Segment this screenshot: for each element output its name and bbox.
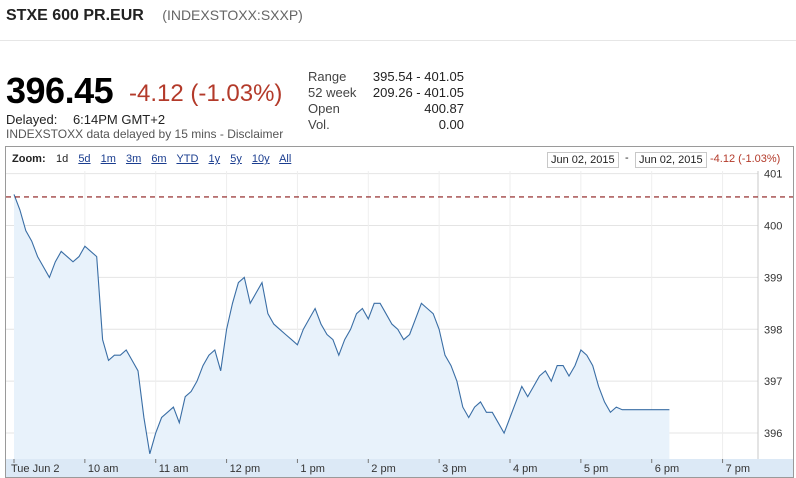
zoom-3m[interactable]: 3m: [125, 153, 142, 165]
date-separator: -: [625, 152, 629, 164]
stat-label: Range: [308, 69, 347, 84]
last-price: 396.45: [6, 70, 114, 111]
x-tick-label: 6 pm: [655, 463, 679, 475]
x-tick-label: 2 pm: [371, 463, 395, 475]
x-tick-label: 11 am: [159, 463, 189, 475]
price-change: -4.12 (-1.03%): [129, 80, 283, 107]
price-chart-panel: Zoom: 1d 5d 1m 3m 6m YTD 1y 5y 10y All J…: [5, 146, 794, 478]
zoom-all[interactable]: All: [279, 153, 292, 165]
x-tick-label: 12 pm: [230, 463, 261, 475]
y-tick-label: 400: [764, 220, 782, 232]
y-tick-label: 398: [764, 324, 782, 336]
stats-table: Range 395.54 - 401.05 52 week 209.26 - 4…: [308, 69, 464, 133]
zoom-label: Zoom:: [12, 153, 46, 165]
header-divider: [0, 40, 796, 41]
stat-row-52week: 52 week 209.26 - 401.05: [308, 85, 464, 101]
stat-label: 52 week: [308, 85, 357, 100]
zoom-10y[interactable]: 10y: [251, 153, 270, 165]
y-tick-label: 399: [764, 272, 782, 284]
y-tick-label: 401: [764, 169, 782, 181]
price-line: [13, 194, 670, 454]
index-symbol[interactable]: (INDEXSTOXX:SXXP): [162, 7, 303, 23]
x-axis-band: [6, 459, 793, 477]
x-tick-label: 3 pm: [442, 463, 466, 475]
date-to-field[interactable]: Jun 02, 2015: [635, 152, 707, 168]
stat-row-range: Range 395.54 - 401.05: [308, 69, 464, 85]
delayed-time: 6:14PM GMT+2: [72, 112, 166, 127]
delayed-label: Delayed:: [6, 112, 58, 127]
zoom-ytd[interactable]: YTD: [176, 153, 199, 165]
y-tick-label: 397: [764, 376, 782, 388]
stat-value: 400.87: [424, 101, 464, 116]
x-tick-label: 1 pm: [300, 463, 324, 475]
range-change: -4.12 (-1.03%): [710, 153, 781, 165]
x-tick-label: 7 pm: [726, 463, 750, 475]
stat-value: 395.54 - 401.05: [372, 69, 464, 84]
stat-value: 209.26 - 401.05: [372, 85, 464, 100]
x-tick-label: 10 am: [88, 463, 119, 475]
price-chart[interactable]: 396 397 398 399 400 401 Tue Jun 2 10 am 11 am 12 …: [6, 147, 793, 477]
data-disclaimer[interactable]: INDEXSTOXX data delayed by 15 mins - Dis…: [6, 127, 284, 141]
y-tick-label: 396: [764, 428, 782, 440]
quote-header: STXE 600 PR.EUR (INDEXSTOXX:SXXP): [6, 7, 303, 25]
x-tick-label: Tue Jun 2: [11, 463, 60, 475]
zoom-5y[interactable]: 5y: [230, 153, 242, 165]
zoom-options: 1d 5d 1m 3m 6m YTD 1y 5y 10y All: [56, 153, 298, 165]
zoom-1y[interactable]: 1y: [208, 153, 221, 165]
stat-label: Vol.: [308, 117, 330, 132]
delayed-info: Delayed: 6:14PM GMT+2: [6, 112, 165, 127]
zoom-1d[interactable]: 1d: [56, 153, 69, 165]
x-tick-label: 4 pm: [513, 463, 537, 475]
price-area: [14, 194, 670, 459]
index-name: STXE 600 PR.EUR: [6, 7, 144, 24]
stat-value: 0.00: [438, 117, 464, 132]
date-from-field[interactable]: Jun 02, 2015: [547, 152, 619, 168]
zoom-bar: Zoom: 1d 5d 1m 3m 6m YTD 1y 5y 10y All J…: [6, 147, 793, 171]
zoom-1m[interactable]: 1m: [100, 153, 116, 165]
stat-row-open: Open 400.87: [308, 101, 464, 117]
zoom-5d[interactable]: 5d: [78, 153, 91, 165]
stat-label: Open: [308, 101, 340, 116]
x-tick-label: 5 pm: [584, 463, 608, 475]
stat-row-volume: Vol. 0.00: [308, 117, 464, 133]
zoom-6m[interactable]: 6m: [151, 153, 167, 165]
